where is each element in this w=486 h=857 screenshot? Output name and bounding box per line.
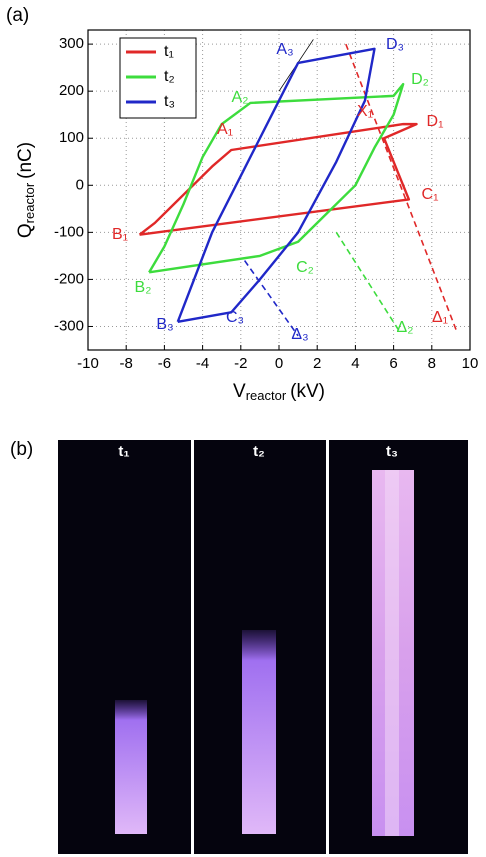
- x-tick-label: -2: [234, 355, 247, 372]
- frame-label: t₃: [386, 443, 398, 460]
- point-label: A₁: [217, 121, 233, 138]
- guide-line: [345, 43, 458, 332]
- x-tick-label: 2: [313, 355, 321, 372]
- x-tick-label: -6: [158, 355, 171, 372]
- y-tick-label: 100: [59, 129, 84, 146]
- series-line: [148, 82, 405, 274]
- legend-label: t₁: [164, 43, 174, 60]
- frame-label: t₁: [118, 443, 129, 460]
- y-axis-label: Qreactor (nC): [15, 142, 37, 238]
- x-tick-label: 8: [428, 355, 436, 372]
- point-label: B₂: [135, 279, 152, 296]
- x-tick-label: 10: [462, 355, 479, 372]
- guide-label: Δ₁: [432, 309, 448, 326]
- guide-label: Δ₃: [291, 326, 308, 343]
- separator: [326, 440, 329, 854]
- axis-label-unit: (nC): [15, 142, 36, 179]
- x-tick-label: 6: [389, 355, 397, 372]
- panel-label: (a): [6, 5, 29, 26]
- discharge-glow: [115, 700, 147, 834]
- point-label: X₁: [357, 103, 373, 120]
- point-label: C₂: [296, 259, 314, 276]
- discharge-core: [385, 470, 399, 836]
- guide-label: Δ₂: [397, 319, 414, 336]
- x-tick-label: 0: [275, 355, 283, 372]
- axis-label-unit: (kV): [290, 381, 325, 402]
- legend-label: t₃: [164, 93, 175, 110]
- separator: [191, 440, 194, 854]
- x-tick-label: -4: [196, 355, 209, 372]
- y-tick-label: 300: [59, 35, 84, 52]
- plot: -10 -8 -6 -4 -2 0 2 4 6 8 10 -300 -200 -100 0 100 200 300…: [15, 29, 479, 403]
- point-label: B₁: [112, 226, 128, 243]
- photo: t₁ t₂ t₃: [58, 440, 468, 854]
- guide-line: [335, 231, 401, 332]
- series-line: [138, 122, 418, 236]
- panel-label: (b): [10, 439, 33, 460]
- point-label: D₁: [427, 113, 444, 130]
- x-tick-label: 4: [351, 355, 359, 372]
- y-tick-label: -200: [54, 270, 84, 287]
- point-label: C₁: [422, 186, 439, 203]
- x-axis-label: Vreactor (kV): [233, 381, 325, 403]
- x-tick-label: -8: [120, 355, 133, 372]
- y-tick-label: 0: [76, 176, 84, 193]
- guide-line: [243, 260, 299, 337]
- plot-frame: [87, 29, 471, 351]
- frame-label: t₂: [253, 443, 265, 460]
- axis-label-main: Q: [15, 223, 36, 238]
- y-tick-label: -100: [54, 223, 84, 240]
- point-label: A₃: [276, 41, 293, 58]
- y-tick-label: 200: [59, 82, 84, 99]
- axis-label-sub: reactor: [246, 388, 287, 403]
- series-line: [176, 47, 376, 323]
- axis-label-main: V: [233, 381, 246, 402]
- point-label: A₂: [232, 89, 249, 106]
- point-label: D₃: [386, 36, 404, 53]
- axis-label-sub: reactor: [22, 182, 37, 223]
- x-tick-label: -10: [77, 355, 99, 372]
- point-label: B₃: [156, 316, 173, 333]
- point-label: D₂: [411, 71, 429, 88]
- discharge-glow: [242, 630, 276, 834]
- y-tick-label: -300: [54, 317, 84, 334]
- legend-label: t₂: [164, 68, 175, 85]
- point-label: C₃: [226, 309, 244, 326]
